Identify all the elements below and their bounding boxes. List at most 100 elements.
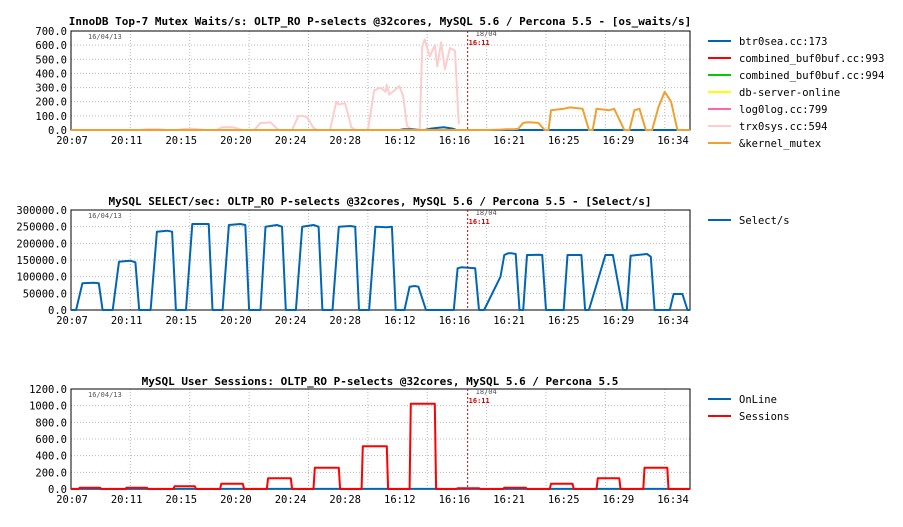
y-tick-label: 200000.0 [16, 238, 67, 250]
plot-frame [70, 30, 691, 131]
series-line-sessions [71, 402, 690, 490]
legend-label: Select/s [739, 215, 790, 227]
x-tick-label: 20:15 [165, 135, 197, 147]
y-tick-label: 250000.0 [16, 222, 67, 234]
x-tick-label: 16:16 [439, 135, 471, 147]
x-tick-label: 20:07 [56, 135, 88, 147]
chart-title: InnoDB Top-7 Mutex Waits/s: OLTP_RO P-se… [69, 15, 692, 28]
x-tick-label: 16:21 [493, 494, 525, 506]
y-tick-label: 500.0 [35, 54, 67, 66]
x-tick-label: 20:11 [111, 315, 143, 327]
x-tick-label: 16:29 [603, 315, 635, 327]
legend-item: Sessions [708, 411, 790, 423]
legend-label: log0log.cc:799 [739, 104, 828, 116]
x-tick-label: 16:25 [548, 494, 580, 506]
legend-item: combined_buf0buf.cc:994 [708, 70, 884, 82]
plot-frame [70, 209, 691, 311]
legend-item: Select/s [708, 215, 790, 227]
x-tick-label: 16:16 [439, 315, 471, 327]
date-label-right: 18/04 [476, 209, 497, 217]
y-tick-label: 0.0 [48, 484, 67, 496]
y-tick-label: 300.0 [35, 83, 67, 95]
y-tick-label: 700.0 [35, 26, 67, 38]
x-tick-label: 20:20 [220, 315, 252, 327]
y-tick-label: 150000.0 [16, 255, 67, 267]
y-tick-label: 1000.0 [29, 401, 67, 413]
y-tick-label: 100.0 [35, 111, 67, 123]
x-tick-label: 16:25 [548, 135, 580, 147]
y-tick-label: 600.0 [35, 40, 67, 52]
y-tick-label: 400.0 [35, 451, 67, 463]
x-tick-label: 20:11 [111, 135, 143, 147]
y-tick-label: 200.0 [35, 467, 67, 479]
x-tick-label: 20:24 [275, 315, 307, 327]
legend-item: combined_buf0buf.cc:993 [708, 53, 884, 65]
legend-label: OnLine [739, 394, 777, 406]
series-line-trx0sys-cc-594 [71, 38, 460, 131]
x-tick-label: 20:24 [275, 135, 307, 147]
legend-item: trx0sys.cc:594 [708, 121, 828, 133]
x-tick-label: 16:29 [603, 135, 635, 147]
y-tick-label: 1200.0 [29, 384, 67, 396]
series-line-select-s [71, 223, 690, 311]
date-label-left: 16/04/13 [88, 212, 122, 220]
legend-label: combined_buf0buf.cc:994 [739, 70, 884, 82]
y-tick-label: 400.0 [35, 68, 67, 80]
y-tick-label: 200.0 [35, 97, 67, 109]
series-line--kernel-mutex [71, 90, 690, 131]
x-tick-label: 20:24 [275, 494, 307, 506]
y-tick-label: 800.0 [35, 417, 67, 429]
date-label-right: 18/04 [476, 388, 497, 396]
x-tick-label: 20:28 [329, 315, 361, 327]
x-tick-label: 16:34 [657, 135, 689, 147]
chart-panel-3: MySQL User Sessions: OLTP_RO P-selects @… [29, 375, 790, 506]
y-tick-label: 0.0 [48, 305, 67, 317]
legend-item: &kernel_mutex [708, 138, 821, 150]
legend-label: combined_buf0buf.cc:993 [739, 53, 884, 65]
x-tick-label: 16:12 [384, 135, 416, 147]
time-marker-label: 16:11 [469, 39, 490, 47]
x-tick-label: 16:29 [603, 494, 635, 506]
x-tick-label: 20:20 [220, 135, 252, 147]
x-tick-label: 20:28 [329, 494, 361, 506]
x-tick-label: 16:34 [657, 494, 689, 506]
legend-item: OnLine [708, 394, 777, 406]
legend-item: log0log.cc:799 [708, 104, 828, 116]
legend-label: trx0sys.cc:594 [739, 121, 828, 133]
time-marker-label: 16:11 [469, 397, 490, 405]
chart-title: MySQL User Sessions: OLTP_RO P-selects @… [142, 375, 619, 388]
date-label-left: 16/04/13 [88, 391, 122, 399]
y-tick-label: 0.0 [48, 125, 67, 137]
x-tick-label: 16:21 [493, 315, 525, 327]
y-tick-label: 600.0 [35, 434, 67, 446]
x-tick-label: 16:12 [384, 494, 416, 506]
x-tick-label: 16:25 [548, 315, 580, 327]
legend-label: btr0sea.cc:173 [739, 36, 828, 48]
legend-item: db-server-online [708, 87, 840, 99]
x-tick-label: 16:16 [439, 494, 471, 506]
legend-label: Sessions [739, 411, 790, 423]
chart-panel-2: MySQL SELECT/sec: OLTP_RO P-selects @32c… [16, 195, 789, 327]
y-tick-label: 50000.0 [23, 288, 67, 300]
x-tick-label: 16:34 [657, 315, 689, 327]
x-tick-label: 20:11 [111, 494, 143, 506]
legend-label: db-server-online [739, 87, 840, 99]
y-tick-label: 100000.0 [16, 272, 67, 284]
x-tick-label: 20:28 [329, 135, 361, 147]
x-tick-label: 20:15 [165, 315, 197, 327]
legend-item: btr0sea.cc:173 [708, 36, 828, 48]
date-label-left: 16/04/13 [88, 33, 122, 41]
x-tick-label: 20:07 [56, 315, 88, 327]
chart-panel-1: InnoDB Top-7 Mutex Waits/s: OLTP_RO P-se… [35, 15, 884, 150]
x-tick-label: 20:15 [165, 494, 197, 506]
x-tick-label: 20:20 [220, 494, 252, 506]
x-tick-label: 20:07 [56, 494, 88, 506]
y-tick-label: 300000.0 [16, 205, 67, 217]
legend-label: &kernel_mutex [739, 138, 821, 150]
x-tick-label: 16:21 [493, 135, 525, 147]
date-label-right: 18/04 [476, 30, 497, 38]
x-tick-label: 16:12 [384, 315, 416, 327]
chart-title: MySQL SELECT/sec: OLTP_RO P-selects @32c… [108, 195, 651, 208]
time-marker-label: 16:11 [469, 218, 490, 226]
